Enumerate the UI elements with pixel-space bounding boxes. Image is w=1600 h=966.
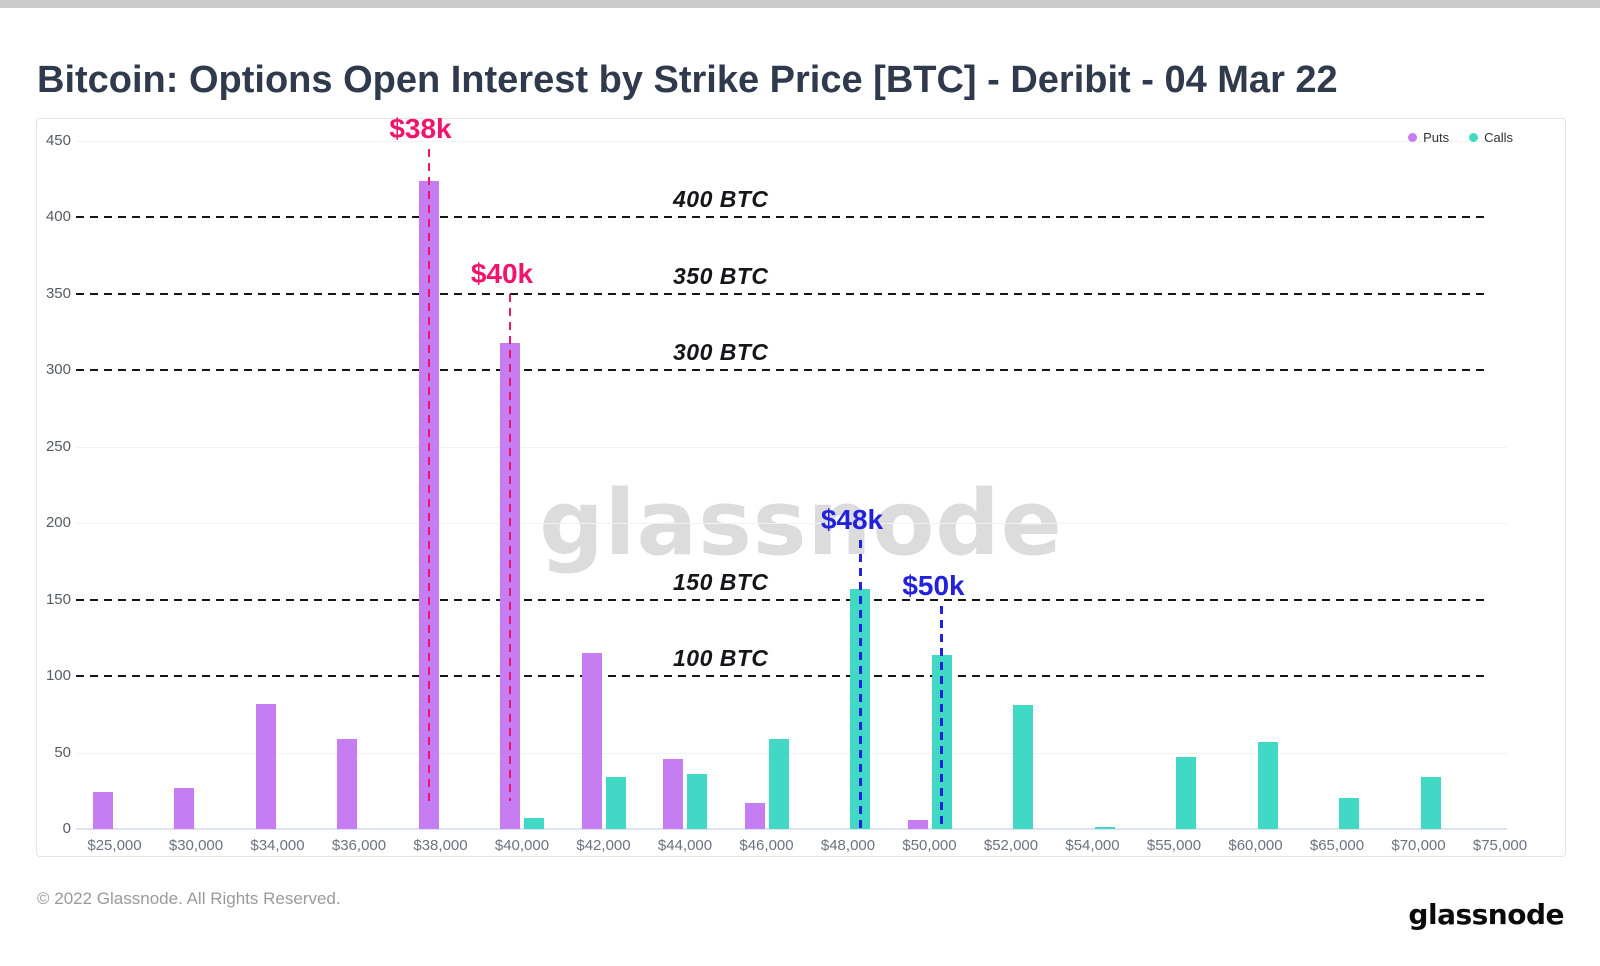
window-top-strip — [0, 0, 1600, 8]
btc-level-label: 100 BTC — [673, 645, 769, 672]
calls-legend-label: Calls — [1484, 130, 1513, 145]
bar-puts-$42,000 — [581, 653, 602, 829]
bar-calls-$65,000 — [1339, 798, 1359, 829]
y-tick-label: 450 — [45, 131, 71, 149]
bar-puts-$34,000 — [255, 704, 276, 829]
x-tick-label: $30,000 — [168, 837, 224, 854]
bar-calls-$70,000 — [1420, 777, 1441, 829]
bar-puts-$46,000 — [744, 803, 765, 829]
bar-puts-$25,000 — [92, 792, 113, 829]
y-tick-label: 250 — [45, 437, 71, 455]
gridline-250 — [76, 446, 1507, 448]
annotation-38k: $38k — [389, 113, 452, 144]
legend-item-calls[interactable]: Calls — [1469, 130, 1513, 145]
bar-puts-$30,000 — [174, 788, 194, 829]
x-tick-label: $50,000 — [902, 837, 957, 854]
x-tick-label: $44,000 — [657, 837, 713, 854]
chart-card: Puts Calls glassnode 0 50 100 150 200 250 300 3… — [36, 113, 1566, 857]
footer-copyright: © 2022 Glassnode. All Rights Reserved. — [37, 889, 341, 908]
x-tick-label: $25,000 — [87, 837, 142, 854]
btc-level-label: 300 BTC — [673, 339, 769, 366]
gridline-50 — [76, 752, 1507, 754]
y-tick-label: 200 — [45, 514, 71, 532]
annotation-line-48k — [858, 539, 862, 829]
bar-calls-$52,000 — [1013, 705, 1033, 829]
x-tick-label: $48,000 — [820, 837, 876, 854]
chart-legend: Puts Calls — [1408, 130, 1513, 145]
x-tick-label: $46,000 — [739, 837, 794, 854]
btc-level-line-150 — [76, 598, 1489, 601]
y-tick-label: 0 — [62, 820, 71, 837]
bar-puts-$36,000 — [337, 739, 357, 829]
btc-level-line-100 — [76, 675, 1489, 678]
btc-level-line-400 — [76, 216, 1489, 219]
calls-legend-dot-icon — [1469, 133, 1479, 142]
y-tick-label: 150 — [45, 590, 71, 608]
btc-level-label: 150 BTC — [673, 568, 769, 595]
gridline-450 — [76, 140, 1507, 142]
bar-calls-$44,000 — [687, 774, 707, 829]
annotation-line-40k — [509, 293, 511, 801]
x-tick-label: $55,000 — [1146, 837, 1202, 854]
glassnode-logo: glassnode — [1408, 898, 1564, 931]
bar-calls-$46,000 — [768, 739, 789, 829]
bar-calls-$60,000 — [1257, 742, 1278, 829]
x-tick-label: $34,000 — [250, 837, 305, 854]
y-tick-label: 350 — [45, 284, 71, 302]
bar-calls-$54,000 — [1094, 827, 1115, 829]
btc-level-label: 350 BTC — [673, 262, 769, 289]
gridline-200 — [76, 523, 1507, 525]
annotation-line-50k — [940, 605, 943, 829]
x-tick-label: $70,000 — [1391, 837, 1446, 854]
y-tick-label: 400 — [45, 208, 71, 226]
y-tick-label: 100 — [45, 667, 71, 685]
puts-legend-label: Puts — [1423, 130, 1450, 145]
btc-level-line-350 — [76, 292, 1489, 295]
bar-puts-$50,000 — [907, 820, 928, 829]
bar-puts-$44,000 — [663, 759, 683, 829]
annotation-50k: $50k — [902, 569, 965, 601]
x-tick-label: $52,000 — [983, 837, 1039, 854]
annotation-line-38k — [427, 149, 430, 801]
x-tick-label: $38,000 — [413, 837, 468, 854]
btc-level-label: 400 BTC — [673, 186, 769, 213]
y-tick-label: 50 — [54, 743, 71, 761]
y-tick-label: 300 — [45, 361, 71, 379]
puts-legend-dot-icon — [1408, 133, 1418, 142]
x-tick-label: $65,000 — [1309, 837, 1365, 854]
bar-calls-$40,000 — [524, 818, 544, 829]
x-tick-label: $75,000 — [1472, 837, 1528, 854]
x-tick-label: $54,000 — [1065, 837, 1120, 854]
page-title: Bitcoin: Options Open Interest by Strike… — [37, 59, 1338, 102]
plot-area: 0 50 100 150 200 250 300 350 400 450 400 BTC 350 BT… — [37, 113, 1565, 856]
bar-calls-$55,000 — [1176, 757, 1196, 829]
btc-level-line-300 — [76, 369, 1489, 372]
legend-item-puts[interactable]: Puts — [1408, 130, 1449, 145]
x-tick-label: $42,000 — [576, 837, 631, 854]
x-tick-label: $40,000 — [494, 837, 550, 854]
x-tick-label: $60,000 — [1228, 837, 1283, 854]
x-tick-label: $36,000 — [331, 837, 387, 854]
x-axis-line — [76, 828, 1507, 830]
annotation-48k: $48k — [820, 503, 884, 535]
bar-calls-$42,000 — [605, 777, 626, 829]
annotation-40k: $40k — [470, 257, 534, 289]
